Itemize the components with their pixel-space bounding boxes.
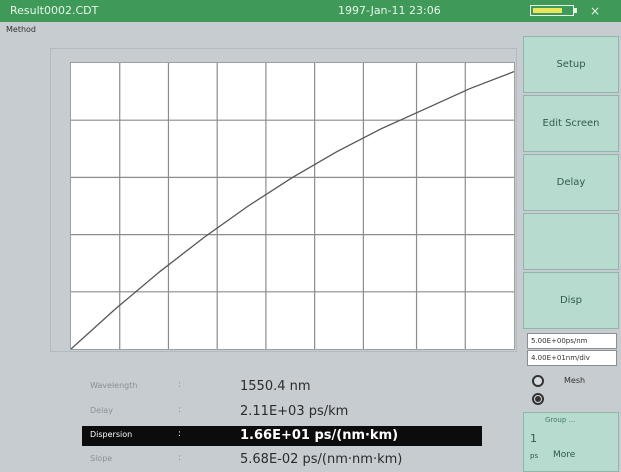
disp-button[interactable]: Disp <box>523 272 619 329</box>
close-icon[interactable]: × <box>590 4 601 18</box>
result-key: Slope <box>90 454 113 463</box>
result-key: Delay <box>90 406 113 415</box>
empty-softkey[interactable] <box>523 213 619 270</box>
mesh-off-radio[interactable] <box>532 393 544 405</box>
chart-svg <box>71 63 514 349</box>
mesh-radio[interactable] <box>532 375 544 387</box>
result-colon: : <box>178 405 182 415</box>
result-colon: : <box>178 429 182 439</box>
wavelength-scale-field[interactable]: 4.00E+01nm/div <box>527 350 617 366</box>
battery-fill <box>533 8 562 13</box>
group-panel[interactable] <box>523 412 619 472</box>
battery-icon <box>530 5 577 16</box>
result-row-dispersion[interactable]: Dispersion : 1.66E+01 ps/(nm·km) <box>82 426 482 446</box>
method-label: Method <box>6 25 37 34</box>
battery-nub <box>574 8 577 13</box>
group-panel-number: 1 <box>530 432 537 445</box>
dispersion-curve <box>71 70 514 349</box>
title-bar: Result0002.CDT 1997-Jan-11 23:06 × <box>0 0 621 22</box>
result-key: Dispersion <box>90 430 133 439</box>
window-title: Result0002.CDT <box>10 4 99 17</box>
group-panel-unit: ps <box>530 452 539 460</box>
result-row-slope[interactable]: Slope : 5.68E-02 ps/(nm·nm·km) <box>82 450 482 470</box>
result-value: 2.11E+03 ps/km <box>240 404 349 419</box>
result-value: 1.66E+01 ps/(nm·km) <box>240 428 399 443</box>
more-button[interactable]: More <box>553 450 576 460</box>
setup-button[interactable]: Setup <box>523 36 619 93</box>
disp-scale-field[interactable]: 5.00E+00ps/nm <box>527 333 617 349</box>
result-row-delay[interactable]: Delay : 2.11E+03 ps/km <box>82 402 482 422</box>
datetime: 1997-Jan-11 23:06 <box>338 4 441 17</box>
result-colon: : <box>178 380 182 390</box>
result-key: Wavelength <box>90 381 138 390</box>
result-value: 1550.4 nm <box>240 379 311 394</box>
group-panel-header: Group ... <box>545 416 576 424</box>
edit-screen-button[interactable]: Edit Screen <box>523 95 619 152</box>
mesh-radio-label: Mesh <box>564 376 586 385</box>
chart-frame <box>50 48 517 352</box>
result-colon: : <box>178 453 182 463</box>
result-value: 5.68E-02 ps/(nm·nm·km) <box>240 452 403 467</box>
result-row-wavelength[interactable]: Wavelength : 1550.4 nm <box>82 377 482 397</box>
dispersion-chart <box>70 62 515 350</box>
delay-button[interactable]: Delay <box>523 154 619 211</box>
